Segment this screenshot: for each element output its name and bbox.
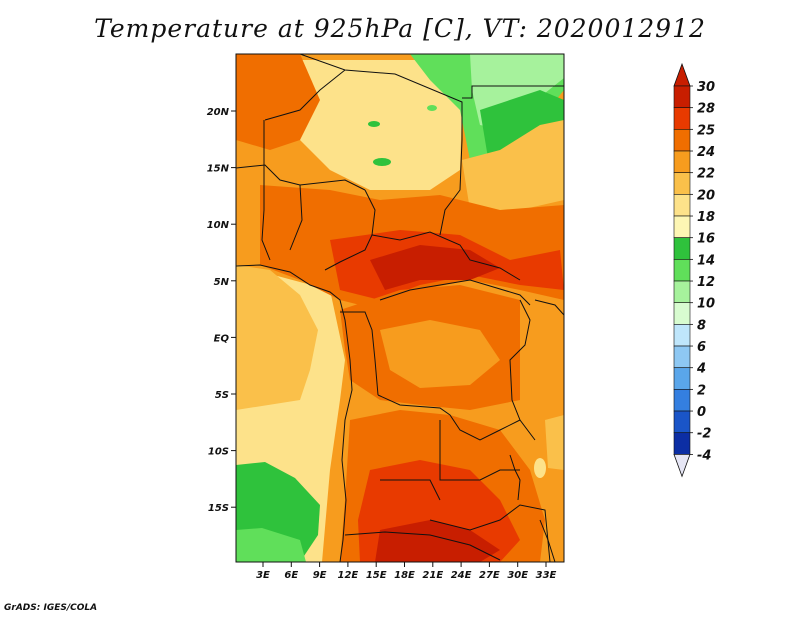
field-patch-3	[427, 105, 437, 111]
colorbar-label: 24	[697, 145, 715, 160]
colorbar-segment	[673, 194, 691, 217]
colorbar-label: 6	[697, 340, 706, 355]
lon-tick-label: 33E	[536, 570, 557, 581]
longitude-axis: 3E 6E 9E 12E 15E 18E 21E 24E 27E 30E 33E	[256, 562, 557, 581]
lat-tick-label: 10N	[207, 220, 230, 231]
field-nw-warm	[236, 54, 320, 150]
colorbar-label: -4	[697, 448, 711, 463]
colorbar-label: 30	[697, 80, 715, 95]
lon-tick-label: 3E	[256, 570, 270, 581]
colorbar-label: 2	[697, 383, 706, 398]
colorbar-segment	[673, 259, 691, 282]
colorbar-label: 8	[697, 318, 706, 333]
lat-tick-label: 20N	[207, 107, 230, 118]
colorbar-segment	[673, 129, 691, 152]
lon-tick-label: 30E	[507, 570, 528, 581]
map-title: Temperature at 925hPa [C], VT: 202001291…	[94, 14, 706, 43]
colorbar-segment	[673, 345, 691, 369]
colorbar-label: 4	[696, 362, 706, 377]
colorbar-segment	[673, 410, 691, 434]
colorbar-segment	[673, 324, 691, 347]
colorbar-segment	[673, 389, 691, 412]
lat-tick-label: 5S	[215, 390, 229, 401]
country-borders	[236, 54, 564, 562]
field-ne-transition	[462, 120, 564, 210]
colorbar-segment	[673, 367, 691, 390]
lat-tick-label: 15S	[208, 503, 229, 514]
colorbar-label: 14	[697, 253, 715, 268]
colorbar-segment	[673, 432, 691, 455]
lon-tick-label: 15E	[366, 570, 387, 581]
plot-frame	[235, 53, 565, 563]
colorbar-label: -2	[697, 427, 711, 442]
colorbar-segment	[673, 150, 691, 173]
field-sahara-mild	[300, 60, 462, 190]
colorbar-label: 18	[697, 210, 715, 225]
field-patch-2	[373, 158, 391, 166]
lat-tick-label: 15N	[207, 164, 230, 175]
colorbar-label: 25	[697, 123, 715, 138]
grads-credit: GrADS: IGES/COLA	[4, 603, 98, 613]
field-east-africa	[520, 300, 564, 440]
lon-tick-label: 6E	[284, 570, 298, 581]
latitude-axis: 20N 15N 10N 5N EQ 5S 10S 15S	[207, 107, 236, 514]
field-patch-1	[368, 121, 380, 127]
colorbar-label: 28	[697, 102, 715, 117]
lon-tick-label: 24E	[451, 570, 472, 581]
lon-tick-label: 18E	[394, 570, 415, 581]
colorbar-segment	[673, 302, 691, 325]
lat-tick-label: 5N	[214, 277, 230, 288]
colorbar-label: 0	[697, 405, 706, 420]
temperature-field	[236, 54, 564, 562]
colorbar-segment	[673, 237, 691, 260]
lon-tick-label: 12E	[338, 570, 359, 581]
colorbar-label: 12	[697, 275, 715, 290]
field-south-hottest	[375, 520, 500, 562]
field-congo-center	[380, 320, 500, 388]
colorbar-bottom-arrow	[673, 453, 691, 478]
field-gulf-guinea	[236, 265, 318, 410]
field-sw-lightgreen	[236, 528, 306, 562]
colorbar-segment	[673, 85, 691, 108]
colorbar-segment	[673, 215, 691, 238]
colorbar-segment	[673, 107, 691, 130]
lon-tick-label: 21E	[422, 570, 443, 581]
colorbar-segment	[673, 280, 691, 303]
lon-tick-label: 9E	[313, 570, 327, 581]
lon-tick-label: 27E	[479, 570, 500, 581]
field-patch-4	[534, 458, 546, 478]
colorbar-label: 20	[697, 188, 715, 203]
colorbar-label: 22	[697, 167, 715, 182]
colorbar-label: 16	[697, 232, 715, 247]
field-east-mild	[545, 415, 564, 470]
colorbar-top-arrow	[673, 62, 691, 87]
lat-tick-label: EQ	[214, 333, 230, 344]
lat-tick-label: 10S	[208, 447, 229, 458]
colorbar-segment	[673, 172, 691, 195]
colorbar-label: 10	[697, 297, 715, 312]
